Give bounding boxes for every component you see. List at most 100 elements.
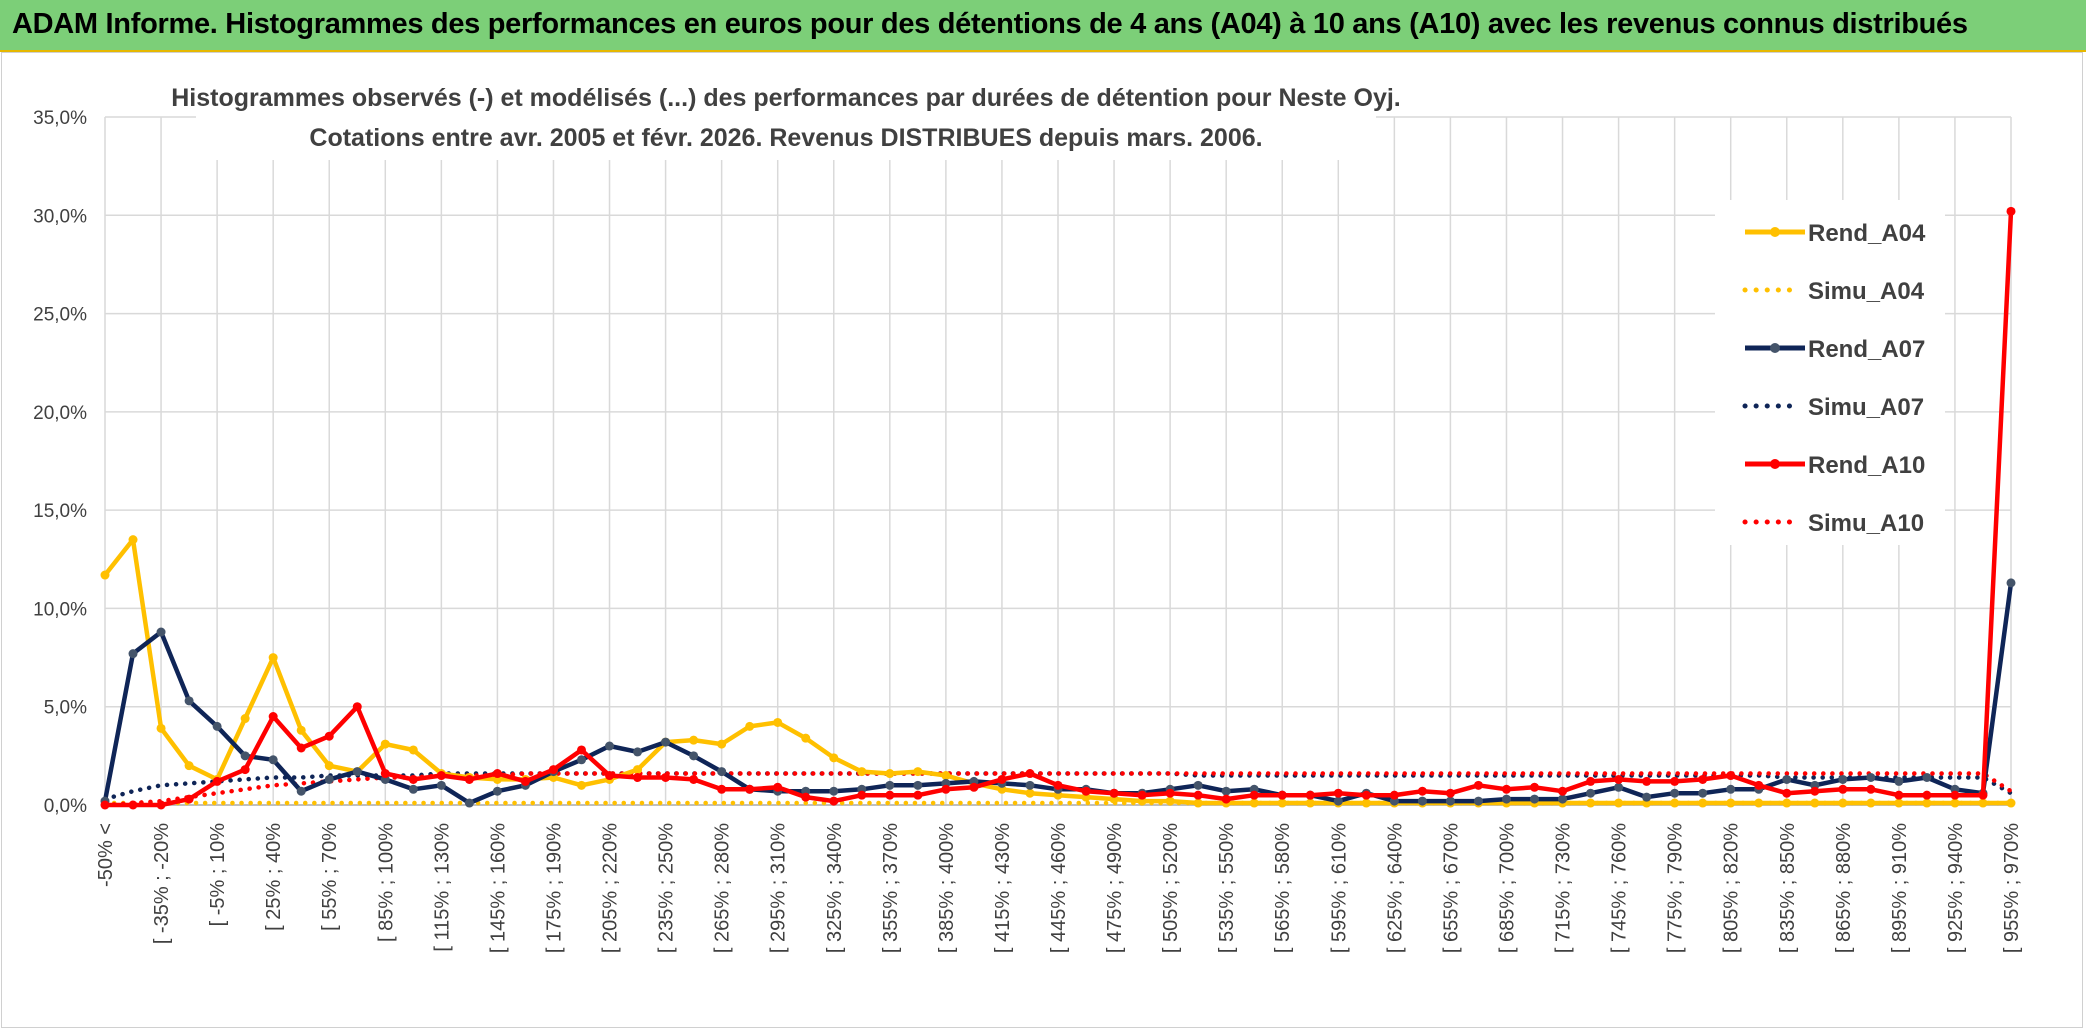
series-point: [408, 774, 418, 784]
x-tick-label: [ 745% ; 760%: [1609, 823, 1631, 953]
series-point: [492, 769, 502, 779]
series-point: [913, 790, 923, 800]
series-point: [240, 714, 250, 724]
chart-frame: [1, 52, 2083, 1028]
y-tick-label: 5,0%: [44, 698, 87, 719]
x-tick-label: [ -35% ; -20%: [151, 823, 173, 944]
series-point: [1025, 780, 1035, 790]
y-axis-ticks: 0,0% 5,0% 10,0% 15,0% 20,0% 25,0% 30,0% 35,0%: [33, 108, 87, 817]
series-point: [1754, 780, 1764, 790]
series-point: [184, 696, 194, 706]
x-tick-label: [ 415% ; 430%: [992, 823, 1014, 953]
x-tick-label: [ 925% ; 940%: [1945, 823, 1967, 953]
series-point: [1838, 784, 1848, 794]
series-point: [1221, 794, 1231, 804]
series-point: [1642, 792, 1652, 802]
series-point: [1501, 794, 1511, 804]
series-point: [408, 745, 418, 755]
series-point: [661, 737, 671, 747]
series-point: [717, 739, 727, 749]
series-point: [1614, 782, 1624, 792]
series-point: [885, 780, 895, 790]
chart-subtitle: Cotations entre avr. 2005 et févr. 2026.…: [309, 124, 1262, 152]
series-point: [1894, 798, 1904, 808]
series-point: [1193, 798, 1203, 808]
series-point: [997, 774, 1007, 784]
legend-label: Simu_A10: [1808, 510, 1924, 537]
series-point: [352, 767, 362, 777]
x-tick-label: [ 835% ; 850%: [1777, 823, 1799, 953]
series-point: [1782, 774, 1792, 784]
x-tick-label: [ 775% ; 790%: [1665, 823, 1687, 953]
series-point: [801, 792, 811, 802]
y-tick-label: 10,0%: [33, 599, 87, 620]
series-point: [689, 774, 699, 784]
series-point: [717, 767, 727, 777]
series-point: [1558, 794, 1568, 804]
series-point: [1053, 780, 1063, 790]
series-point: [605, 741, 615, 751]
series-Rend_A10: [100, 206, 2016, 810]
series-point: [1249, 790, 1259, 800]
x-tick-label: [ 385% ; 400%: [936, 823, 958, 953]
series-point: [100, 570, 110, 580]
x-tick-label: [ 535% ; 550%: [1216, 823, 1238, 953]
series-point: [857, 790, 867, 800]
series-point: [1922, 790, 1932, 800]
series-point: [577, 780, 586, 790]
series-point: [1698, 774, 1708, 784]
x-tick-label: [ 715% ; 730%: [1553, 823, 1575, 953]
legend-label: Rend_A04: [1808, 220, 1926, 247]
y-tick-label: 15,0%: [33, 501, 87, 522]
series-point: [1305, 798, 1315, 808]
series-point: [1866, 798, 1876, 808]
series-point: [1361, 790, 1371, 800]
series-point: [745, 784, 755, 794]
series-point: [352, 702, 362, 712]
series-point: [577, 755, 586, 765]
series-point: [240, 765, 250, 775]
series-point: [1586, 776, 1596, 786]
series-point: [577, 745, 586, 755]
series-point: [1698, 788, 1708, 798]
series-point: [1894, 790, 1904, 800]
x-tick-label: [ 625% ; 640%: [1384, 823, 1406, 953]
series-point: [296, 786, 306, 796]
series-point: [268, 755, 278, 765]
series-point: [1277, 790, 1287, 800]
series-point: [941, 784, 951, 794]
x-tick-label: [ 175% ; 190%: [543, 823, 565, 953]
series-point: [128, 800, 138, 810]
series-point: [661, 772, 671, 782]
series-point: [1025, 788, 1035, 798]
series-point: [184, 761, 194, 771]
series-point: [184, 794, 194, 804]
series-point: [1978, 790, 1988, 800]
series-point: [1614, 774, 1624, 784]
legend-marker: [1770, 343, 1780, 353]
series-point: [1473, 796, 1483, 806]
series-point: [2006, 578, 2016, 588]
series-point: [380, 769, 390, 779]
series-point: [1866, 784, 1876, 794]
series-point: [1137, 790, 1147, 800]
series-point: [1530, 794, 1539, 804]
series-point: [1501, 784, 1511, 794]
series-point: [324, 761, 334, 771]
series-point: [1530, 782, 1539, 792]
series-point: [296, 743, 306, 753]
series-point: [1333, 796, 1343, 806]
series-point: [156, 627, 166, 637]
x-tick-label: [ -5% ; 10%: [207, 823, 229, 927]
legend-label: Simu_A04: [1808, 278, 1925, 305]
series-point: [268, 653, 278, 663]
series-point: [913, 767, 923, 777]
chart-title-background: [196, 76, 1376, 160]
series-point: [1978, 798, 1988, 808]
series-point: [773, 782, 783, 792]
series-point: [1922, 772, 1932, 782]
series-point: [1726, 771, 1736, 781]
legend-item-Rend_A07: Rend_A07: [1745, 336, 1925, 363]
legend-item-Simu_A07: Simu_A07: [1742, 394, 1924, 421]
chart-series: [100, 206, 2016, 810]
